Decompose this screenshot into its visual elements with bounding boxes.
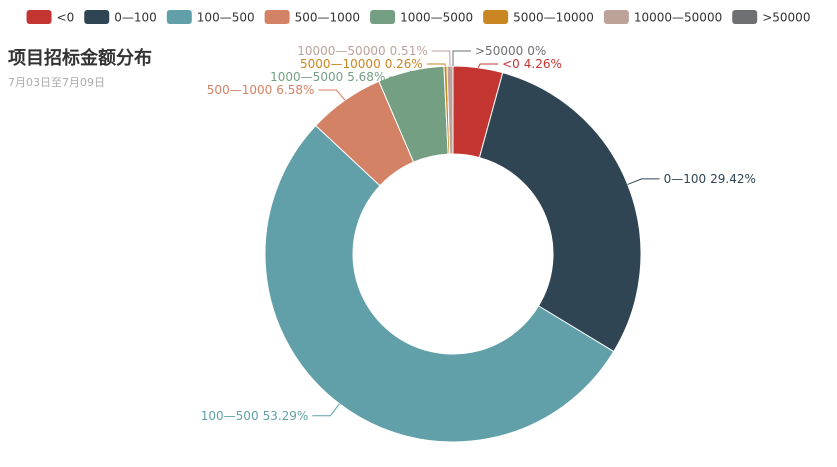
legend-label: >50000: [762, 11, 810, 25]
legend-swatch: [26, 10, 52, 24]
legend-label: 1000—5000: [400, 11, 473, 25]
legend-label: <0: [57, 11, 75, 25]
leader-line: [452, 50, 471, 66]
slice-name: 5000—10000: [300, 57, 381, 71]
legend-label: 10000—50000: [634, 11, 722, 25]
donut-slice: [478, 72, 642, 353]
legend-item[interactable]: 0—100: [84, 10, 157, 25]
leader-line: [312, 403, 340, 417]
legend-item[interactable]: 5000—10000: [483, 10, 594, 25]
slice-label: 0—100 29.42%: [664, 171, 756, 185]
slice-name: >50000: [475, 44, 523, 58]
slice-value: 4.26%: [524, 57, 562, 71]
leader-line: [431, 50, 451, 67]
legend-swatch: [603, 10, 629, 24]
legend: <0 0—100 100—500 500—1000 1000—5000 5000—1000…: [26, 10, 810, 25]
legend-item[interactable]: >50000: [732, 10, 810, 25]
legend-item[interactable]: 10000—50000: [603, 10, 722, 25]
chart-title: 项目招标金额分布: [8, 47, 152, 69]
slice-name: <0: [502, 57, 520, 71]
leader-line: [627, 178, 660, 185]
legend-swatch: [166, 10, 192, 24]
slice-label: >50000 0%: [475, 44, 546, 58]
slice-value: 6.58%: [276, 83, 314, 97]
legend-swatch: [264, 10, 290, 24]
slice-name: 100—500: [201, 408, 259, 422]
legend-swatch: [732, 10, 758, 24]
slice-value: 0.51%: [390, 44, 428, 58]
slice-name: 0—100: [664, 171, 707, 185]
legend-swatch: [483, 10, 509, 24]
slice-label: 100—500 53.29%: [201, 408, 309, 422]
slice-name: 10000—50000: [297, 44, 385, 58]
legend-item[interactable]: 100—500: [166, 10, 255, 25]
slice-name: 1000—5000: [270, 70, 343, 84]
legend-swatch: [84, 10, 110, 24]
slice-label: 500—1000 6.58%: [207, 83, 315, 97]
slice-label: <0 4.26%: [502, 57, 562, 71]
legend-item[interactable]: 1000—5000: [370, 10, 473, 25]
slice-name: 500—1000: [207, 83, 272, 97]
legend-label: 100—500: [197, 11, 255, 25]
donut-slice: [264, 124, 615, 443]
slice-value: 5.68%: [347, 70, 385, 84]
slice-label: 5000—10000 0.26%: [300, 57, 423, 71]
slice-value: 29.42%: [710, 171, 756, 185]
slice-value: 53.29%: [263, 408, 309, 422]
slice-value: 0%: [527, 44, 546, 58]
legend-item[interactable]: <0: [26, 10, 75, 25]
legend-item[interactable]: 500—1000: [264, 10, 360, 25]
leader-line: [318, 89, 346, 101]
legend-label: 500—1000: [295, 11, 360, 25]
leader-line: [477, 63, 499, 68]
legend-label: 0—100: [114, 11, 157, 25]
leader-line: [389, 70, 412, 78]
legend-swatch: [370, 10, 396, 24]
chart-subtitle: 7月03日至7月09日: [8, 76, 105, 89]
leader-line: [426, 63, 446, 67]
slice-value: 0.26%: [385, 57, 423, 71]
legend-label: 5000—10000: [513, 11, 594, 25]
slice-label: 10000—50000 0.51%: [297, 44, 427, 58]
slice-label: 1000—5000 5.68%: [270, 70, 385, 84]
